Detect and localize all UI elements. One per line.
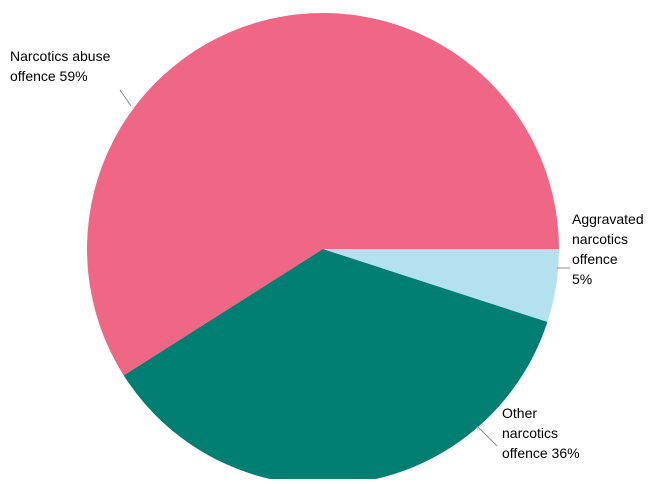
pie-slice-1 — [86, 12, 559, 376]
leader-line-1 — [119, 89, 132, 107]
slice-label-3-line-1: Aggravated — [572, 211, 644, 227]
slice-label-2-line-2: narcotics — [502, 425, 558, 441]
slice-label-1: Narcotics abuse offence 59% — [10, 48, 111, 84]
slice-label-2-line-3: offence 36% — [502, 445, 580, 461]
slice-label-3: Aggravated narcotics offence 5% — [572, 211, 644, 287]
slice-label-2: Other narcotics offence 36% — [502, 405, 580, 461]
leader-lines-layer — [119, 89, 570, 447]
slice-label-1-line-2: offence 59% — [10, 68, 88, 84]
slice-label-3-line-4: 5% — [572, 271, 592, 287]
slice-label-2-line-1: Other — [502, 405, 537, 421]
pie-slice-2 — [123, 249, 548, 484]
slice-label-1-line-1: Narcotics abuse — [10, 48, 111, 64]
leader-line-2 — [476, 425, 498, 447]
slice-label-3-line-2: narcotics — [572, 231, 628, 247]
slices-layer — [86, 12, 559, 484]
labels-layer: Narcotics abuse offence 59% Other narcotics… — [10, 48, 644, 461]
pie-slice-3 — [323, 249, 559, 322]
slice-label-3-line-3: offence — [572, 251, 618, 267]
